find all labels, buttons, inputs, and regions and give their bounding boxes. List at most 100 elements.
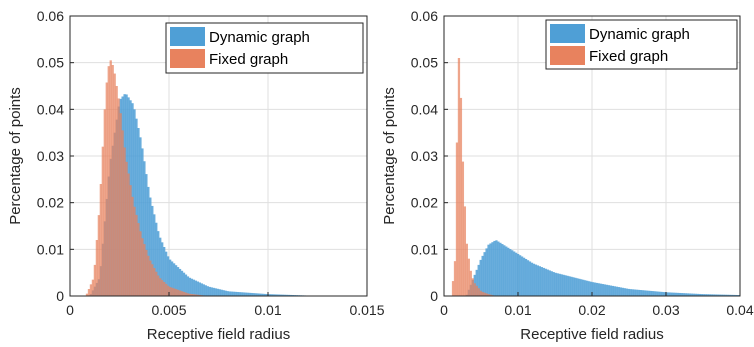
right-dynamic-bar xyxy=(639,290,642,296)
right-dynamic-bar xyxy=(653,291,656,296)
right-dynamic-bar xyxy=(655,291,658,296)
left-fixed-bar xyxy=(165,283,168,296)
right-dynamic-bar xyxy=(562,274,565,296)
right-dynamic-bar xyxy=(728,294,731,296)
right-dynamic-bar xyxy=(481,255,484,296)
left-fixed-bar xyxy=(133,206,136,296)
right-dynamic-bar xyxy=(637,289,640,296)
left-dynamic-bar xyxy=(218,289,221,296)
right-dynamic-bar xyxy=(544,268,547,296)
right-dynamic-bar xyxy=(663,292,666,296)
right-y-tick-label: 0.01 xyxy=(411,241,438,257)
left-fixed-bar xyxy=(93,264,97,296)
left-fixed-bar xyxy=(101,146,104,296)
left-fixed-bar xyxy=(188,293,192,296)
left-x-tick-label: 0.015 xyxy=(349,302,384,318)
left-x-axis-label: Receptive field radius xyxy=(147,326,290,343)
left-dynamic-bar xyxy=(266,294,269,296)
left-dynamic-bar xyxy=(169,259,172,296)
right-dynamic-bar xyxy=(574,277,577,296)
right-dynamic-bar xyxy=(588,281,591,296)
right-y-tick-label: 0.02 xyxy=(411,195,438,211)
right-dynamic-bar xyxy=(499,242,502,296)
right-dynamic-bar xyxy=(702,294,705,296)
right-fixed-bar xyxy=(467,258,470,296)
left-fixed-bar xyxy=(163,282,166,296)
left-fixed-bar xyxy=(194,294,198,296)
left-dynamic-bar xyxy=(254,293,257,296)
right-dynamic-bar xyxy=(678,292,682,296)
left-dynamic-bar xyxy=(137,128,140,296)
right-dynamic-bar xyxy=(558,273,561,296)
left-dynamic-bar xyxy=(248,292,251,296)
right-dynamic-bar xyxy=(625,288,628,296)
left-fixed-bar xyxy=(123,147,126,296)
right-dynamic-bar xyxy=(548,270,551,296)
right-fixed-bar xyxy=(475,285,478,296)
left-fixed-bar xyxy=(167,285,170,296)
left-y-tick-label: 0.02 xyxy=(37,195,64,211)
right-dynamic-bar xyxy=(704,294,707,296)
right-dynamic-bar xyxy=(734,294,737,296)
left-dynamic-bar xyxy=(182,272,186,296)
left-dynamic-bar xyxy=(135,118,138,297)
right-y-tick-label: 0 xyxy=(430,288,438,304)
left-fixed-bar xyxy=(139,231,142,296)
right-y-axis-label: Percentage of points xyxy=(381,87,398,225)
left-fixed-bar xyxy=(89,284,93,296)
left-fixed-bar xyxy=(169,287,172,296)
right-dynamic-bar xyxy=(568,276,571,296)
right-dynamic-bar xyxy=(619,287,622,296)
left-dynamic-bar xyxy=(192,279,196,296)
right-dynamic-bar xyxy=(540,267,543,296)
left-dynamic-bar xyxy=(281,294,285,296)
left-fixed-bar xyxy=(184,292,188,296)
left-dynamic-bar xyxy=(165,251,168,296)
right-dynamic-bar xyxy=(621,287,624,296)
left-dynamic-bar xyxy=(216,288,219,296)
right-dynamic-bar xyxy=(603,284,607,296)
left-y-tick-label: 0 xyxy=(56,288,64,304)
left-fixed-bar xyxy=(117,98,120,296)
left-fixed-bar xyxy=(121,130,124,296)
right-dynamic-bar xyxy=(570,276,573,296)
right-dynamic-bar xyxy=(554,272,557,296)
right-fixed-bar xyxy=(479,290,482,296)
right-dynamic-bar xyxy=(647,290,650,296)
left-y-tick-label: 0.03 xyxy=(37,148,64,164)
left-dynamic-bar xyxy=(157,231,160,296)
left-dynamic-bar xyxy=(153,214,156,296)
right-dynamic-bar xyxy=(595,282,599,296)
left-dynamic-bar xyxy=(222,290,225,296)
left-fixed-bar xyxy=(161,280,164,296)
left-x-tick-label: 0.01 xyxy=(254,302,281,318)
right-dynamic-bar xyxy=(698,293,701,296)
left-dynamic-bar xyxy=(214,288,217,296)
left-dynamic-bar xyxy=(170,261,174,296)
right-dynamic-bar xyxy=(611,285,615,296)
right-dynamic-bar xyxy=(546,269,549,296)
right-dynamic-bar xyxy=(491,242,494,296)
left-dynamic-bar xyxy=(133,109,136,296)
right-dynamic-bar xyxy=(708,294,711,296)
left-fixed-bar xyxy=(135,214,138,296)
left-dynamic-bar xyxy=(226,291,229,296)
left-dynamic-bar xyxy=(194,280,198,296)
right-dynamic-bar xyxy=(720,294,723,296)
right-dynamic-bar xyxy=(564,275,567,296)
right-fixed-bar xyxy=(453,261,457,296)
right-dynamic-bar xyxy=(706,294,709,296)
right-fixed-bar xyxy=(463,206,467,296)
left-dynamic-bar xyxy=(206,286,209,296)
right-dynamic-bar xyxy=(668,292,672,296)
right-dynamic-bar xyxy=(572,277,575,296)
left-dynamic-bar xyxy=(258,293,261,296)
left-dynamic-bar xyxy=(188,277,192,296)
right-dynamic-bar xyxy=(609,285,613,296)
right-dynamic-bar xyxy=(517,254,520,296)
left-dynamic-bar xyxy=(289,294,293,296)
left-dynamic-bar xyxy=(167,256,170,296)
left-dynamic-bar xyxy=(145,174,148,296)
right-dynamic-bar xyxy=(631,289,634,296)
right-dynamic-bar xyxy=(580,279,583,296)
